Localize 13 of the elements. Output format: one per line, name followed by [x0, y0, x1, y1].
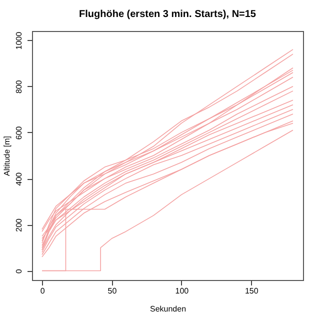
x-tick-label: 0 [40, 286, 46, 296]
x-tick-label: 50 [108, 286, 118, 296]
x-axis-title: Sekunden [150, 304, 186, 314]
y-tick-label: 0 [14, 268, 24, 274]
y-tick-label: 600 [14, 126, 24, 140]
x-tick-label: 100 [175, 286, 190, 296]
chart-title: Flughöhe (ersten 3 min. Starts), N=15 [79, 9, 256, 20]
y-tick-label: 200 [14, 218, 24, 232]
y-tick-label: 400 [14, 172, 24, 186]
y-tick-label: 1000 [14, 31, 24, 50]
x-tick-label: 150 [244, 286, 259, 296]
y-tick-label: 800 [14, 80, 24, 94]
y-axis-title: Altitude [m] [2, 136, 12, 176]
